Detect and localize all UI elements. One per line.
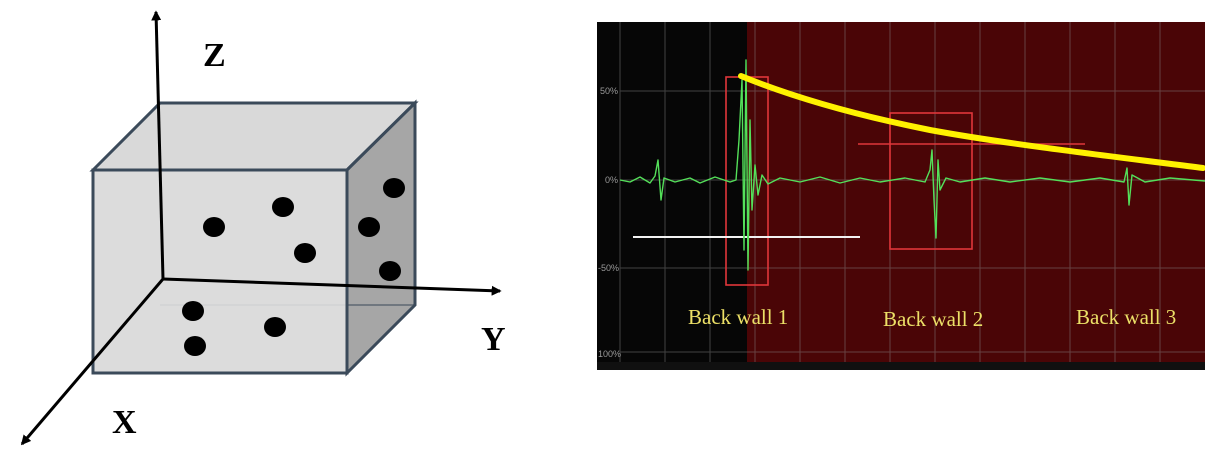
y-tick-label: 50% bbox=[600, 86, 618, 96]
signal-trace bbox=[619, 59, 1205, 271]
defect-dot bbox=[182, 301, 204, 321]
screen-dark-region bbox=[597, 22, 747, 370]
x-tick-strip bbox=[597, 362, 1205, 370]
defect-dot bbox=[203, 217, 225, 237]
y-tick-label: -50% bbox=[598, 263, 619, 273]
defect-dot bbox=[379, 261, 401, 281]
defect-dot bbox=[294, 243, 316, 263]
ascan-screen: 50% 0% -50% 100% Back wall 1 Back wall 2… bbox=[597, 22, 1205, 370]
x-axis bbox=[20, 278, 165, 446]
defect-dot bbox=[272, 197, 294, 217]
defect-dot bbox=[264, 317, 286, 337]
y-axis bbox=[162, 277, 502, 296]
z-axis-label: Z bbox=[203, 37, 226, 74]
cube-front-face bbox=[91, 168, 349, 375]
cube-diagram: Z Y X bbox=[20, 10, 506, 446]
defect-dot bbox=[358, 217, 380, 237]
attenuation-envelope bbox=[738, 73, 1205, 171]
x-axis-label: X bbox=[112, 404, 137, 441]
back-wall-label: Back wall 3 bbox=[1076, 305, 1176, 329]
defect-dot bbox=[383, 178, 405, 198]
y-tick-label: 0% bbox=[605, 175, 618, 185]
z-axis bbox=[151, 10, 165, 280]
y-tick-label: 100% bbox=[598, 349, 621, 359]
y-axis-label: Y bbox=[481, 321, 506, 358]
back-wall-label: Back wall 2 bbox=[883, 307, 983, 331]
back-wall-label: Back wall 1 bbox=[688, 305, 788, 329]
defect-dot bbox=[184, 336, 206, 356]
